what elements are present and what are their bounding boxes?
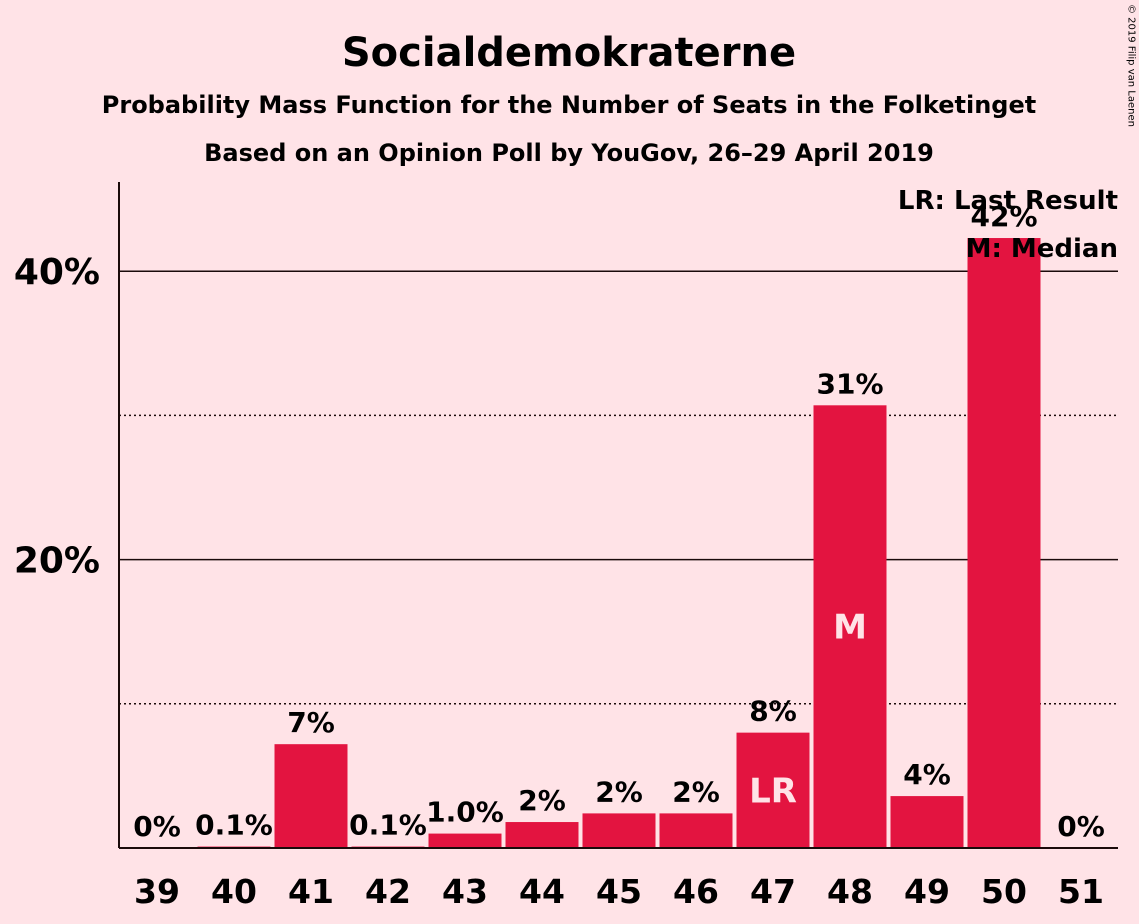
y-axis-ticks: 20% 40% bbox=[14, 252, 100, 581]
legend-median: M: Median bbox=[966, 234, 1118, 264]
marker-m: M bbox=[833, 608, 867, 648]
chart-subtitle: Probability Mass Function for the Number… bbox=[102, 91, 1036, 119]
data-label-49: 4% bbox=[903, 758, 951, 791]
bar-41 bbox=[274, 744, 348, 848]
data-label-43: 1.0% bbox=[426, 796, 504, 829]
marker-lr: LR bbox=[749, 771, 797, 811]
x-tick-label-50: 50 bbox=[981, 872, 1027, 911]
x-tick-label-39: 39 bbox=[134, 872, 180, 911]
x-tick-label-47: 47 bbox=[750, 872, 796, 911]
x-tick-label-51: 51 bbox=[1058, 872, 1104, 911]
copyright-note: © 2019 Filip van Laenen bbox=[1126, 4, 1137, 127]
y-tick-label: 40% bbox=[14, 252, 100, 293]
x-axis-ticks: 39 40 41 42 43 44 45 46 47 48 49 50 51 bbox=[134, 872, 1104, 911]
bar-50 bbox=[967, 238, 1041, 848]
x-tick-label-46: 46 bbox=[673, 872, 719, 911]
x-tick-label-42: 42 bbox=[365, 872, 411, 911]
legend-last-result: LR: Last Result bbox=[898, 186, 1118, 216]
bar-45 bbox=[582, 813, 656, 848]
bar-44 bbox=[505, 822, 579, 848]
x-tick-label-43: 43 bbox=[442, 872, 488, 911]
data-label-40: 0.1% bbox=[195, 809, 273, 842]
data-label-39: 0% bbox=[133, 810, 181, 843]
bar-43 bbox=[428, 833, 502, 848]
bar-48 bbox=[813, 405, 887, 848]
data-label-44: 2% bbox=[518, 784, 566, 817]
data-label-47: 8% bbox=[749, 695, 797, 728]
bar-47 bbox=[736, 732, 810, 848]
x-tick-label-44: 44 bbox=[519, 872, 565, 911]
data-label-48: 31% bbox=[816, 367, 883, 400]
data-label-42: 0.1% bbox=[349, 809, 427, 842]
x-tick-label-49: 49 bbox=[904, 872, 950, 911]
x-tick-label-40: 40 bbox=[211, 872, 257, 911]
bars bbox=[197, 238, 1041, 848]
data-label-46: 2% bbox=[672, 775, 720, 808]
gridlines bbox=[119, 270, 1118, 705]
x-tick-label-45: 45 bbox=[596, 872, 642, 911]
data-label-41: 7% bbox=[287, 706, 335, 739]
data-label-45: 2% bbox=[595, 775, 643, 808]
data-label-51: 0% bbox=[1057, 810, 1105, 843]
chart-subtitle-2: Based on an Opinion Poll by YouGov, 26–2… bbox=[204, 139, 934, 167]
x-tick-label-41: 41 bbox=[288, 872, 334, 911]
bar-46 bbox=[659, 813, 733, 848]
data-label-50: 42% bbox=[970, 200, 1037, 233]
y-tick-label: 20% bbox=[14, 541, 100, 582]
chart-title: Socialdemokraterne bbox=[342, 30, 796, 76]
x-tick-label-48: 48 bbox=[827, 872, 873, 911]
bar-49 bbox=[890, 796, 964, 848]
